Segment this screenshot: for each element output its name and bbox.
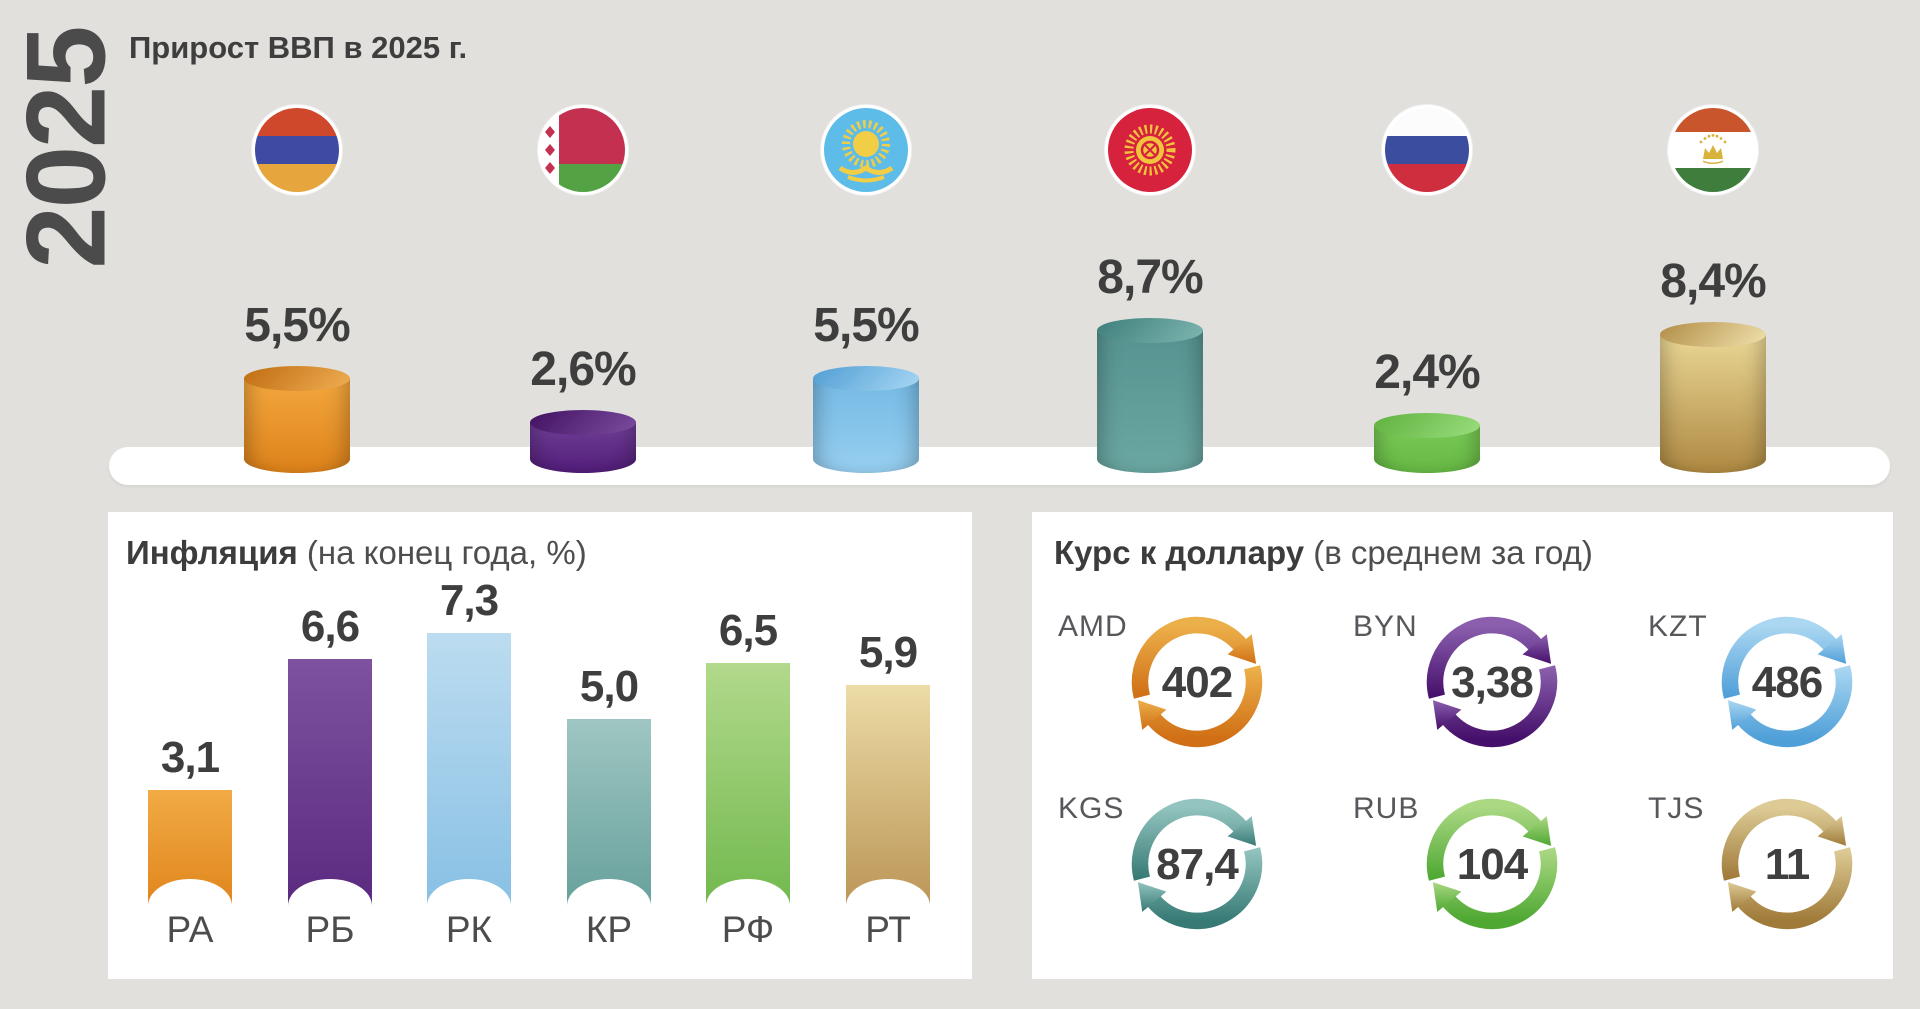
exchange-arrows-icon: 402 xyxy=(1122,607,1272,757)
inflation-panel-title: Инфляция (на конец года, %) xyxy=(126,534,587,572)
fx-currency-code: AMD xyxy=(1058,610,1128,643)
inflation-category-label: РА xyxy=(166,909,214,950)
inflation-bar xyxy=(288,659,372,906)
bar-arch-notch xyxy=(148,879,232,906)
exchange-arrows-icon: 104 xyxy=(1417,789,1567,939)
fx-currency-code: KZT xyxy=(1648,610,1708,643)
inflation-category-label: КР xyxy=(585,909,633,950)
fx-panel: Курс к доллару (в среднем за год) AMD 40… xyxy=(1032,512,1893,979)
fx-rate-value: 402 xyxy=(1161,658,1233,707)
exchange-arrows-icon: 3,38 xyxy=(1417,607,1567,757)
bar-arch-notch xyxy=(706,879,790,906)
inflation-bar xyxy=(846,685,930,906)
fx-panel-title: Курс к доллару (в среднем за год) xyxy=(1054,534,1593,572)
fx-rate-value: 3,38 xyxy=(1451,658,1534,707)
fx-rate-value: 486 xyxy=(1751,658,1823,707)
bar-arch-notch xyxy=(846,879,930,906)
cylinder-body xyxy=(244,378,350,473)
exchange-arrows-icon: 87,4 xyxy=(1122,789,1272,939)
gdp-cylinder xyxy=(1097,318,1203,473)
flag-tajikistan-icon xyxy=(1667,104,1759,196)
gdp-baseline-platform xyxy=(109,447,1890,485)
gdp-cylinder xyxy=(1660,322,1766,473)
fx-rate-value: 11 xyxy=(1764,840,1811,889)
cylinder-top xyxy=(530,410,636,435)
inflation-title-note: (на конец года, %) xyxy=(297,534,587,571)
inflation-title-bold: Инфляция xyxy=(126,534,298,571)
bar-arch-notch xyxy=(288,879,372,906)
fx-title-note: (в среднем за год) xyxy=(1304,534,1593,571)
fx-currency-code: KGS xyxy=(1058,792,1125,825)
gdp-value-label: 8,7% xyxy=(1097,251,1203,304)
inflation-value-label: 5,9 xyxy=(858,628,918,677)
cylinder-top xyxy=(1097,318,1203,343)
inflation-value-label: 3,1 xyxy=(160,733,220,782)
flag-kazakhstan-icon xyxy=(820,104,912,196)
gdp-section-title: Прирост ВВП в 2025 г. xyxy=(129,30,468,65)
fx-rate-value: 104 xyxy=(1456,840,1528,889)
inflation-value-label: 6,6 xyxy=(300,602,360,651)
cylinder-top xyxy=(244,366,350,391)
bar-arch-notch xyxy=(567,879,651,906)
gdp-cylinder xyxy=(244,366,350,473)
inflation-category-label: РФ xyxy=(721,909,775,950)
inflation-value-label: 6,5 xyxy=(718,606,778,655)
inflation-bar xyxy=(567,719,651,906)
gdp-cylinder xyxy=(530,410,636,473)
inflation-value-label: 7,3 xyxy=(439,576,499,625)
inflation-value-label: 5,0 xyxy=(579,662,639,711)
inflation-panel: Инфляция (на конец года, %) 3,1 РА 6,6 Р… xyxy=(108,512,972,979)
cylinder-body xyxy=(1097,330,1203,473)
bar-arch-notch xyxy=(427,879,511,906)
gdp-cylinder xyxy=(1374,413,1480,473)
year-label: 2025 xyxy=(3,27,129,269)
fx-title-bold: Курс к доллару xyxy=(1054,534,1305,571)
inflation-bar xyxy=(706,663,790,906)
flag-belarus-icon xyxy=(537,104,629,196)
exchange-arrows-icon: 486 xyxy=(1712,607,1862,757)
gdp-cylinder xyxy=(813,366,919,473)
cylinder-top xyxy=(1660,322,1766,347)
inflation-bar xyxy=(148,790,232,906)
cylinder-body xyxy=(1660,334,1766,473)
cylinder-top xyxy=(813,366,919,391)
fx-currency-code: TJS xyxy=(1648,792,1705,825)
flag-russia-icon xyxy=(1381,104,1473,196)
inflation-category-label: РБ xyxy=(305,909,355,950)
gdp-value-label: 2,6% xyxy=(530,343,636,396)
inflation-category-label: РК xyxy=(445,909,493,950)
flag-armenia-icon xyxy=(251,104,343,196)
gdp-value-label: 8,4% xyxy=(1660,255,1766,308)
inflation-bar xyxy=(427,633,511,906)
cylinder-body xyxy=(813,378,919,473)
fx-rate-value: 87,4 xyxy=(1156,840,1239,889)
inflation-category-label: РТ xyxy=(865,909,911,950)
cylinder-top xyxy=(1374,413,1480,438)
fx-currency-code: BYN xyxy=(1353,610,1418,643)
flag-kyrgyzstan-icon xyxy=(1104,104,1196,196)
fx-currency-code: RUB xyxy=(1353,792,1420,825)
gdp-value-label: 5,5% xyxy=(244,299,350,352)
exchange-arrows-icon: 11 xyxy=(1712,789,1862,939)
gdp-value-label: 5,5% xyxy=(813,299,919,352)
gdp-value-label: 2,4% xyxy=(1374,346,1480,399)
